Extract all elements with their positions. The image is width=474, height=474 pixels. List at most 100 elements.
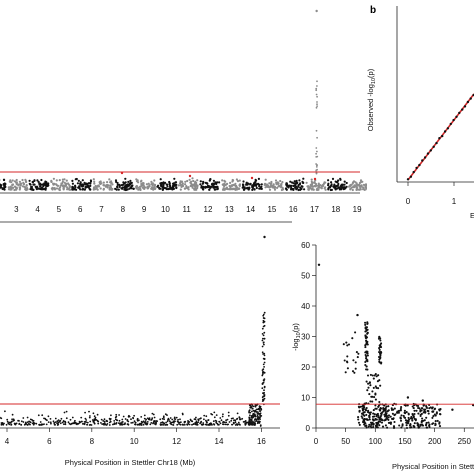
manhattan-genome-point [60, 182, 63, 185]
manhattan-chr18-point [174, 418, 177, 420]
region-zoom-point [377, 387, 380, 390]
manhattan-chr18-point [250, 418, 253, 421]
qq-panel-background [367, 0, 474, 222]
manhattan-genome-point [116, 185, 119, 188]
manhattan-chr18-point [108, 421, 111, 424]
manhattan-chr18-point [155, 420, 158, 422]
manhattan-chr18-point [92, 420, 95, 423]
manhattan-genome-point [302, 177, 305, 180]
manhattan-chr18-point [163, 418, 166, 421]
manhattan-chr18-peak-point [261, 374, 264, 377]
region-zoom-background [292, 230, 474, 474]
region-zoom-point [365, 380, 368, 383]
region-zoom-point [361, 405, 364, 408]
manhattan-genome-point [181, 182, 184, 185]
manhattan-genome-point [188, 178, 191, 181]
manhattan-chr18-point [222, 423, 224, 426]
manhattan-genome-point [81, 188, 84, 191]
manhattan-chr18-point [211, 413, 214, 416]
region-zoom-point [425, 426, 428, 429]
manhattan-chr18-peak-point [263, 311, 266, 314]
region-zoom-point [405, 424, 408, 427]
region-zoom-point [379, 339, 382, 342]
manhattan-genome-point [296, 181, 299, 185]
manhattan-chr18-point [172, 424, 174, 426]
manhattan-genome-point [189, 181, 192, 184]
manhattan-genome-point [42, 185, 45, 188]
manhattan-genome-point [362, 183, 366, 186]
manhattan-chr18-point [183, 423, 186, 426]
manhattan-genome-point [314, 185, 317, 188]
manhattan-genome-point [273, 188, 277, 191]
manhattan-chr18-point [159, 424, 162, 426]
manhattan-chr18-point [53, 423, 56, 426]
region-zoom-point [398, 409, 401, 412]
manhattan-chr18-point [94, 416, 97, 419]
region-zoom-point [387, 414, 391, 417]
region-zoom-point [399, 419, 403, 422]
region-zoom-point [364, 335, 367, 338]
manhattan-chr18-x-tick-label: 16 [257, 437, 266, 446]
manhattan-genome-point [279, 184, 282, 187]
manhattan-chr18-peak-point [263, 394, 266, 396]
manhattan-chr18-point [257, 408, 260, 411]
manhattan-chr18-point [201, 424, 203, 426]
manhattan-chr18-point [180, 421, 182, 423]
region-zoom-point [409, 426, 412, 429]
manhattan-chr18-point [171, 418, 174, 421]
manhattan-genome-point [212, 186, 215, 189]
manhattan-genome-point [15, 183, 18, 186]
manhattan-genome-point [92, 178, 95, 181]
manhattan-chr18-point [181, 423, 184, 426]
manhattan-genome-point [114, 179, 118, 182]
manhattan-genome-point [359, 188, 362, 191]
manhattan-genome-x-tick-label: 17 [310, 205, 319, 214]
region-zoom-point [367, 382, 370, 385]
manhattan-genome-point [331, 177, 335, 180]
region-zoom-point [364, 346, 367, 349]
region-zoom-point [421, 424, 425, 427]
manhattan-chr18-point [248, 417, 251, 419]
region-zoom-point [387, 409, 390, 412]
manhattan-chr18-point [140, 424, 143, 426]
manhattan-chr18-point [236, 423, 239, 426]
manhattan-genome-point [364, 183, 368, 186]
qq-panel: b 012 Observed -log10(p) E [366, 0, 474, 222]
region-zoom-point [354, 331, 357, 334]
manhattan-genome-peak-point [315, 169, 318, 172]
region-zoom-point [379, 346, 383, 349]
manhattan-chr18-point [237, 421, 240, 424]
region-zoom-point [393, 414, 396, 417]
region-zoom-point [420, 407, 423, 410]
manhattan-genome-point [184, 183, 187, 186]
region-zoom-point [357, 352, 360, 355]
region-zoom-point [354, 367, 357, 370]
region-zoom-y-ticks: 0 10 20 30 40 50 60 [301, 241, 316, 433]
manhattan-chr18-peak-point [261, 339, 264, 342]
manhattan-genome-point [355, 187, 358, 190]
manhattan-chr18-point [205, 415, 208, 418]
region-zoom-point [424, 424, 428, 427]
manhattan-genome-point [39, 185, 42, 188]
region-zoom-point [373, 374, 376, 377]
manhattan-genome-peak-point [316, 103, 318, 106]
manhattan-chr18-point [59, 422, 62, 425]
manhattan-genome-point [201, 188, 205, 191]
manhattan-chr18-point [100, 418, 103, 421]
manhattan-genome-point [146, 187, 149, 190]
manhattan-genome-point [135, 187, 138, 190]
manhattan-genome-point [4, 185, 7, 189]
region-zoom-point [421, 399, 424, 402]
manhattan-chr18-peak-point [263, 371, 266, 374]
manhattan-genome-point [61, 184, 64, 187]
region-zoom-point [342, 343, 345, 346]
manhattan-genome-point [118, 185, 121, 188]
manhattan-genome-point [310, 178, 313, 181]
manhattan-chr18-point [5, 423, 8, 426]
manhattan-chr18-point [70, 422, 73, 425]
manhattan-genome-point [93, 182, 96, 185]
region-zoom-point [379, 343, 382, 346]
manhattan-genome-point [66, 187, 69, 190]
region-zoom-point [380, 418, 383, 421]
manhattan-chr18-point [78, 420, 81, 423]
